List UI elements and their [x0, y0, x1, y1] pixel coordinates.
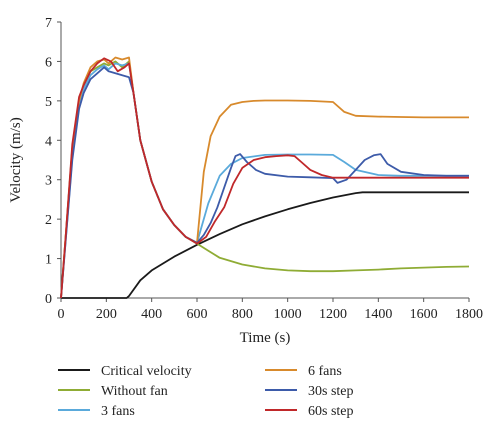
- y-axis-label: Velocity (m/s): [8, 117, 24, 202]
- y-tick-label: 2: [45, 213, 52, 228]
- y-tick-label: 6: [45, 55, 52, 70]
- legend-label-without-fan: Without fan: [101, 384, 168, 399]
- y-tick-label: 0: [45, 292, 52, 307]
- y-tick-label: 5: [45, 95, 52, 110]
- y-tick-label: 3: [45, 174, 52, 189]
- x-axis-label: Time (s): [240, 330, 291, 346]
- x-tick-label: 400: [141, 307, 162, 322]
- x-tick-label: 1200: [319, 307, 347, 322]
- series-line-60s-step: [60, 57, 469, 299]
- x-tick-label: 1600: [410, 307, 438, 322]
- legend-label-6-fans: 6 fans: [308, 364, 342, 379]
- series-line-3-fans: [60, 62, 469, 299]
- x-tick-label: 1400: [364, 307, 392, 322]
- x-axis-ticks: 0 200 400 600 800 1000 1200 1400 1600 1800: [58, 298, 483, 322]
- series-line-without-fan: [60, 60, 470, 299]
- x-tick-label: 200: [96, 307, 117, 322]
- series-lines: [60, 56, 470, 299]
- x-tick-label: 800: [232, 307, 253, 322]
- series-line-critical-velocity: [61, 191, 469, 299]
- y-tick-label: 4: [45, 134, 52, 149]
- legend-label-60s-step: 60s step: [308, 404, 354, 419]
- x-tick-label: 600: [187, 307, 208, 322]
- legend-label-critical-velocity: Critical velocity: [101, 364, 192, 379]
- y-tick-label: 1: [45, 253, 52, 268]
- legend: Critical velocity Without fan 3 fans 6 fans…: [58, 364, 354, 419]
- x-tick-label: 1800: [455, 307, 483, 322]
- x-tick-label: 1000: [274, 307, 302, 322]
- legend-label-30s-step: 30s step: [308, 384, 354, 399]
- y-axis-ticks: 0 1 2 3 4 5 6 7: [45, 16, 61, 307]
- axes: [60, 22, 469, 299]
- x-tick-label: 0: [58, 307, 65, 322]
- y-tick-label: 7: [45, 16, 52, 31]
- legend-label-3-fans: 3 fans: [101, 404, 135, 419]
- series-line-30s-step: [60, 66, 469, 299]
